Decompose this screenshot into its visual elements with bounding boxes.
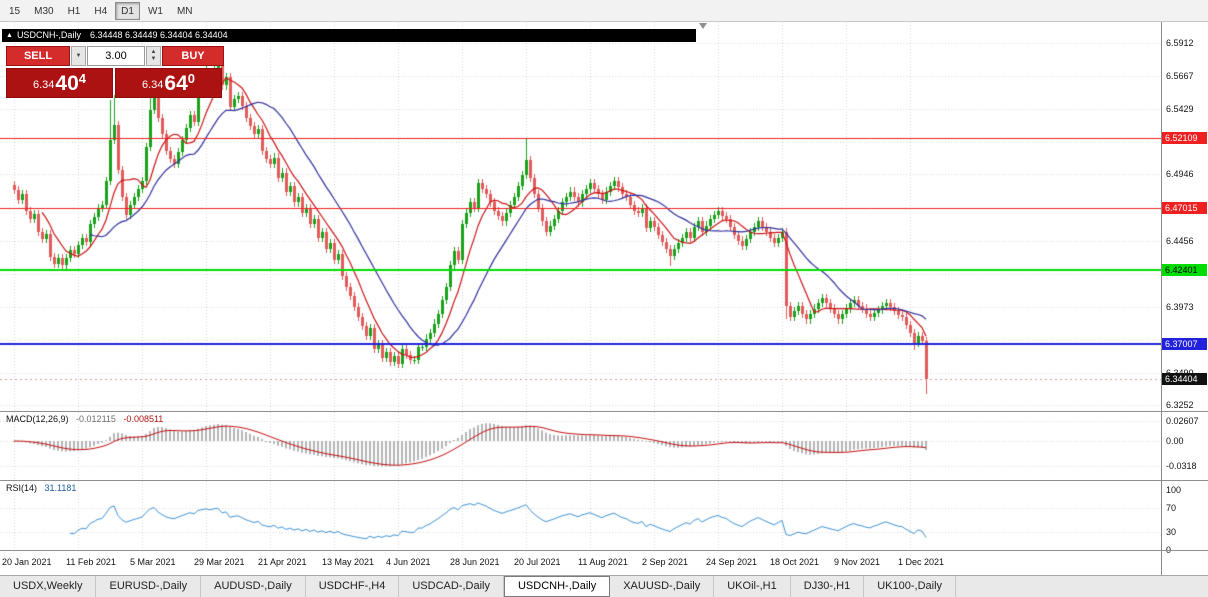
price-axis-label: 6.5667 bbox=[1166, 71, 1194, 82]
timeframe-button-w1[interactable]: W1 bbox=[147, 5, 163, 17]
price-axis-label: 6.3973 bbox=[1166, 301, 1194, 312]
price-axis-label: 6.5912 bbox=[1166, 38, 1194, 48]
chart-tab-ukoil-h1[interactable]: UKOil-,H1 bbox=[714, 576, 791, 597]
chart-tab-dj30-h1[interactable]: DJ30-,H1 bbox=[791, 576, 865, 597]
chart-tab-bar: USDX,Weekly EURUSD-,Daily AUDUSD-,Daily USD… bbox=[0, 575, 1208, 597]
chart-tab-uk100-daily[interactable]: UK100-,Daily bbox=[864, 576, 957, 597]
date-axis-label: 20 Jul 2021 bbox=[514, 557, 561, 567]
date-axis-label: 11 Aug 2021 bbox=[578, 557, 628, 567]
buy-button[interactable]: BUY bbox=[162, 46, 224, 66]
rsi-value: 31.1181 bbox=[44, 483, 77, 493]
ask-price-pipette: 0 bbox=[187, 71, 195, 86]
price-axis-label: 6.4456 bbox=[1166, 236, 1194, 247]
chart-tab-audusd-daily[interactable]: AUDUSD-,Daily bbox=[201, 576, 306, 597]
date-axis-label: 4 Jun 2021 bbox=[386, 557, 431, 567]
price-axis[interactable]: 6.5912 6.5667 6.5429 6.4946 6.4456 6.3973 6.34… bbox=[1161, 22, 1208, 575]
chart-collapse-icon[interactable]: ▲ bbox=[6, 32, 13, 39]
chart-ohlc-values: 6.34448 6.34449 6.34404 6.34404 bbox=[89, 30, 228, 40]
volume-spinner[interactable]: ▲ ▼ bbox=[146, 46, 161, 66]
volume-input[interactable]: 3.00 bbox=[87, 46, 145, 66]
ask-price-big-digits: 64 bbox=[164, 72, 188, 95]
date-axis-label: 20 Jan 2021 bbox=[2, 557, 52, 567]
sell-button[interactable]: SELL bbox=[6, 46, 70, 66]
timeframe-button-h1[interactable]: H1 bbox=[67, 5, 81, 17]
macd-axis-label: 0.02607 bbox=[1166, 415, 1199, 426]
rsi-indicator-label: RSI(14) 31.1181 bbox=[6, 483, 76, 493]
date-axis-label: 9 Nov 2021 bbox=[834, 557, 881, 567]
pane-separator[interactable] bbox=[0, 480, 1208, 481]
bid-price-pipette: 4 bbox=[78, 71, 86, 86]
date-axis-label: 28 Jun 2021 bbox=[450, 557, 500, 567]
chart-shift-marker-icon[interactable] bbox=[699, 23, 707, 29]
date-axis-label: 1 Dec 2021 bbox=[898, 557, 945, 567]
hline-price-tag[interactable]: 6.37007 bbox=[1162, 337, 1207, 350]
timeframe-button-m30[interactable]: M30 bbox=[34, 5, 54, 17]
pane-separator[interactable] bbox=[0, 411, 1208, 412]
chart-tab-xauusd-daily[interactable]: XAUUSD-,Daily bbox=[610, 576, 715, 597]
date-axis-label: 13 May 2021 bbox=[322, 557, 375, 567]
macd-axis-label: 0.00 bbox=[1166, 436, 1184, 446]
hline-price-tag[interactable]: 6.47015 bbox=[1162, 201, 1207, 214]
ask-price[interactable]: 6.34 64 0 bbox=[115, 68, 222, 98]
date-axis-label: 5 Mar 2021 bbox=[130, 557, 176, 567]
macd-indicator-label: MACD(12,26,9) -0.012115 -0.008511 bbox=[6, 414, 163, 424]
price-axis-label: 6.4946 bbox=[1166, 169, 1194, 180]
timeframe-button-h4[interactable]: H4 bbox=[94, 5, 108, 17]
date-axis-label: 2 Sep 2021 bbox=[642, 557, 689, 567]
macd-axis-label: -0.0318 bbox=[1166, 460, 1197, 471]
bid-price[interactable]: 6.34 40 4 bbox=[6, 68, 113, 98]
macd-signal-value: -0.008511 bbox=[123, 414, 164, 424]
date-axis-label: 29 Mar 2021 bbox=[194, 557, 245, 567]
chart-tab-usdcad-daily[interactable]: USDCAD-,Daily bbox=[399, 576, 504, 597]
bid-price-big-digits: 40 bbox=[55, 72, 79, 95]
date-axis-label: 11 Feb 2021 bbox=[66, 557, 116, 567]
timeframe-button-mn[interactable]: MN bbox=[176, 5, 193, 17]
rsi-axis-label: 100 bbox=[1166, 484, 1182, 495]
date-axis[interactable]: 20 Jan 2021 11 Feb 2021 5 Mar 2021 29 Mar 2… bbox=[0, 550, 1161, 575]
chart-title-bar: ▲ USDCNH-,Daily 6.34448 6.34449 6.34404 … bbox=[2, 29, 696, 42]
date-axis-label: 21 Apr 2021 bbox=[258, 557, 307, 567]
price-axis-label: 6.5429 bbox=[1166, 103, 1194, 114]
date-axis-label: 18 Oct 2021 bbox=[770, 557, 820, 567]
chart-tab-eurusd-daily[interactable]: EURUSD-,Daily bbox=[96, 576, 202, 597]
chart-tab-usdx-weekly[interactable]: USDX,Weekly bbox=[0, 576, 97, 597]
chart-title: USDCNH-,Daily bbox=[16, 30, 81, 40]
chart-tab-usdchf-h4[interactable]: USDCHF-,H4 bbox=[306, 576, 400, 597]
chart-tab-usdcnh-daily[interactable]: USDCNH-,Daily bbox=[503, 576, 611, 597]
rsi-axis-label: 0 bbox=[1166, 545, 1171, 555]
chart-window: ▲ USDCNH-,Daily 6.34448 6.34449 6.34404 … bbox=[0, 22, 1208, 575]
macd-name: MACD(12,26,9) bbox=[6, 414, 69, 424]
rsi-axis-label: 70 bbox=[1166, 502, 1177, 513]
hline-price-tag[interactable]: 6.52109 bbox=[1162, 132, 1207, 145]
rsi-axis-label: 30 bbox=[1166, 526, 1177, 537]
volume-dropdown-button[interactable]: ▼ bbox=[71, 46, 86, 66]
ask-price-prefix: 6.34 bbox=[141, 79, 164, 91]
spinner-up-icon[interactable]: ▲ bbox=[150, 49, 157, 55]
bid-price-prefix: 6.34 bbox=[32, 79, 55, 91]
macd-main-value: -0.012115 bbox=[76, 414, 116, 424]
one-click-trading-panel: SELL ▼ 3.00 ▲ ▼ BUY 6.34 40 4 6.34 64 0 bbox=[6, 46, 224, 98]
timeframe-button-15[interactable]: 15 bbox=[9, 5, 21, 17]
price-chart-canvas[interactable] bbox=[0, 22, 1161, 575]
hline-price-tag[interactable]: 6.42401 bbox=[1162, 264, 1207, 277]
date-axis-label: 24 Sep 2021 bbox=[706, 557, 758, 567]
price-axis-label: 6.3490 bbox=[1166, 368, 1194, 378]
rsi-name: RSI(14) bbox=[6, 483, 38, 493]
price-axis-label: 6.3252 bbox=[1166, 399, 1194, 410]
timeframe-button-d1[interactable]: D1 bbox=[115, 1, 140, 20]
pane-separator bbox=[0, 550, 1208, 551]
spinner-down-icon[interactable]: ▼ bbox=[150, 56, 157, 62]
current-price-tag: 6.34404 bbox=[1162, 373, 1207, 386]
timeframe-toolbar: 15 M30 H1 H4 D1 W1 MN bbox=[0, 0, 1208, 22]
